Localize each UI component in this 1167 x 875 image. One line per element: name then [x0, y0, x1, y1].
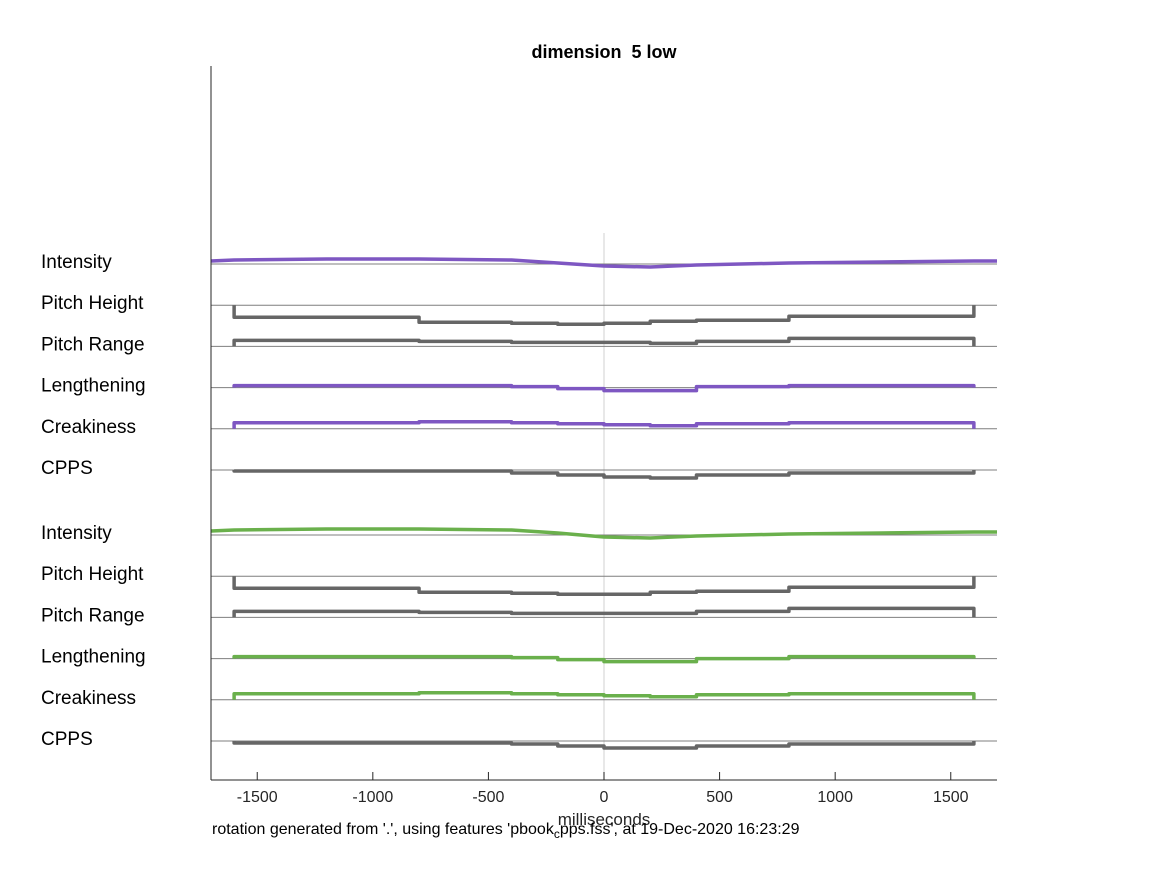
- track-curve: [232, 336, 976, 347]
- track-label: Lengthening: [41, 647, 146, 668]
- x-tick-label: 500: [706, 789, 733, 806]
- footer-caption: rotation generated from '.', using featu…: [212, 821, 799, 841]
- track-curve: [232, 469, 976, 480]
- track-label: Pitch Height: [41, 564, 144, 585]
- track-curve: [232, 606, 976, 618]
- track-curve: [232, 420, 976, 429]
- track-curve: [232, 741, 976, 750]
- x-tick-label: -1500: [237, 789, 278, 806]
- x-axis-label: milliseconds: [558, 810, 651, 829]
- track-curves: [210, 257, 997, 750]
- track-curve: [210, 527, 997, 540]
- chart-title: dimension 5 low: [531, 42, 677, 62]
- track-label: Pitch Height: [41, 293, 144, 314]
- track-label: CPPS: [41, 458, 93, 479]
- track-label: CPPS: [41, 729, 93, 750]
- track-curve: [232, 654, 976, 664]
- track-curve: [210, 257, 997, 269]
- track-curve: [232, 691, 976, 700]
- x-tick-label: 0: [600, 789, 609, 806]
- x-tick-label: 1000: [817, 789, 853, 806]
- x-axis-ticks: -1500 -1000 -500 0 500 1000 1500: [237, 772, 969, 806]
- track-label: Creakiness: [41, 417, 136, 438]
- footer-subscript: c: [553, 827, 560, 842]
- track-label: Intensity: [41, 252, 112, 273]
- x-tick-label: 1500: [933, 789, 969, 806]
- track-label: Pitch Range: [41, 334, 145, 355]
- track-label: Creakiness: [41, 688, 136, 709]
- track-label: Pitch Range: [41, 605, 145, 626]
- x-tick-label: -500: [472, 789, 504, 806]
- track-curve: [232, 383, 976, 393]
- track-label: Intensity: [41, 523, 112, 544]
- track-curve: [232, 305, 976, 326]
- track-label: Lengthening: [41, 376, 146, 397]
- track-curve: [232, 576, 976, 596]
- x-tick-label: -1000: [352, 789, 393, 806]
- footer-text-prefix: rotation generated from '.', using featu…: [212, 821, 554, 838]
- track-labels: Intensity Pitch Height Pitch Range Lengthen…: [41, 252, 146, 750]
- footer-text-suffix: pps.fss', at 19-Dec-2020 16:23:29: [559, 821, 800, 838]
